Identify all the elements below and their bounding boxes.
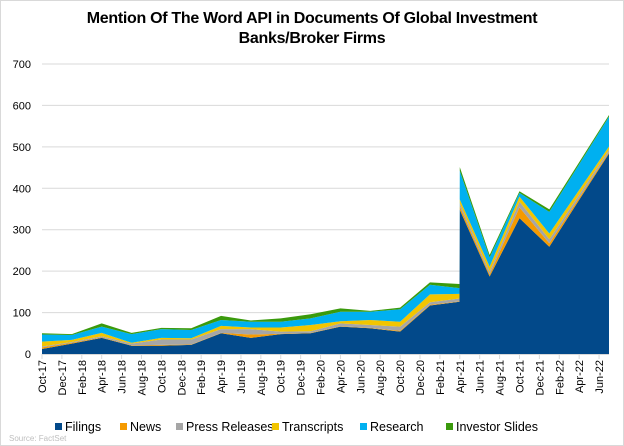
- x-tick-label: Apr-20: [335, 360, 347, 393]
- y-tick-label: 200: [13, 266, 31, 278]
- x-tick-label: Apr-19: [216, 360, 228, 393]
- x-tick-label: Feb-18: [77, 360, 89, 395]
- legend-label: Research: [370, 420, 424, 434]
- legend-swatch-press-releases: [176, 423, 183, 430]
- x-tick-label: Dec-21: [534, 360, 546, 395]
- y-tick-label: 700: [13, 59, 31, 71]
- legend-label: Investor Slides: [456, 420, 538, 434]
- x-tick-label: Aug-20: [375, 360, 387, 395]
- x-tick-label: Jun-22: [594, 360, 606, 394]
- x-tick-label: Apr-21: [455, 360, 467, 393]
- y-tick-label: 500: [13, 142, 31, 154]
- x-tick-label: Oct-21: [514, 360, 526, 393]
- legend-label: Transcripts: [282, 420, 343, 434]
- x-tick-label: Dec-18: [176, 360, 188, 395]
- legend-swatch-filings: [55, 423, 62, 430]
- x-tick-label: Aug-19: [256, 360, 268, 395]
- x-tick-label: Dec-17: [57, 360, 69, 395]
- legend-swatch-transcripts: [272, 423, 279, 430]
- chart-title-line2: Banks/Broker Firms: [238, 30, 386, 47]
- x-tick-label: Apr-18: [97, 360, 109, 393]
- y-tick-label: 100: [13, 308, 31, 320]
- x-tick-label: Oct-19: [276, 360, 288, 393]
- x-tick-label: Dec-19: [296, 360, 308, 395]
- x-tick-label: Aug-18: [136, 360, 148, 395]
- y-tick-label: 600: [13, 100, 31, 112]
- legend-label: Filings: [65, 420, 101, 434]
- x-tick-label: Oct-20: [395, 360, 407, 393]
- chart-title: Mention Of The Word API in Documents Of …: [0, 9, 624, 49]
- x-tick-label: Jun-21: [475, 360, 487, 394]
- y-tick-label: 0: [25, 349, 31, 361]
- x-tick-label: Aug-21: [495, 360, 507, 395]
- x-tick-label: Jun-18: [117, 360, 129, 394]
- y-tick-label: 400: [13, 183, 31, 195]
- legend-swatch-news: [120, 423, 127, 430]
- x-tick-label: Apr-22: [574, 360, 586, 393]
- x-tick-label: Oct-17: [37, 360, 49, 393]
- chart-title-line1: Mention Of The Word API in Documents Of …: [86, 10, 538, 27]
- x-tick-label: Feb-19: [196, 360, 208, 395]
- x-tick-label: Dec-20: [415, 360, 427, 395]
- legend-swatch-investor-slides: [446, 423, 453, 430]
- x-tick-label: Feb-20: [316, 360, 328, 395]
- legend-label: News: [130, 420, 161, 434]
- x-tick-label: Jun-19: [236, 360, 248, 394]
- x-tick-label: Oct-18: [156, 360, 168, 393]
- y-tick-label: 300: [13, 225, 31, 237]
- legend-label: Press Releases: [186, 420, 274, 434]
- x-tick-label: Feb-22: [554, 360, 566, 395]
- x-tick-label: Feb-21: [435, 360, 447, 395]
- source-note: Source: FactSet: [9, 434, 67, 443]
- legend-swatch-research: [360, 423, 367, 430]
- area-filings: [42, 153, 609, 354]
- x-tick-label: Jun-20: [355, 360, 367, 394]
